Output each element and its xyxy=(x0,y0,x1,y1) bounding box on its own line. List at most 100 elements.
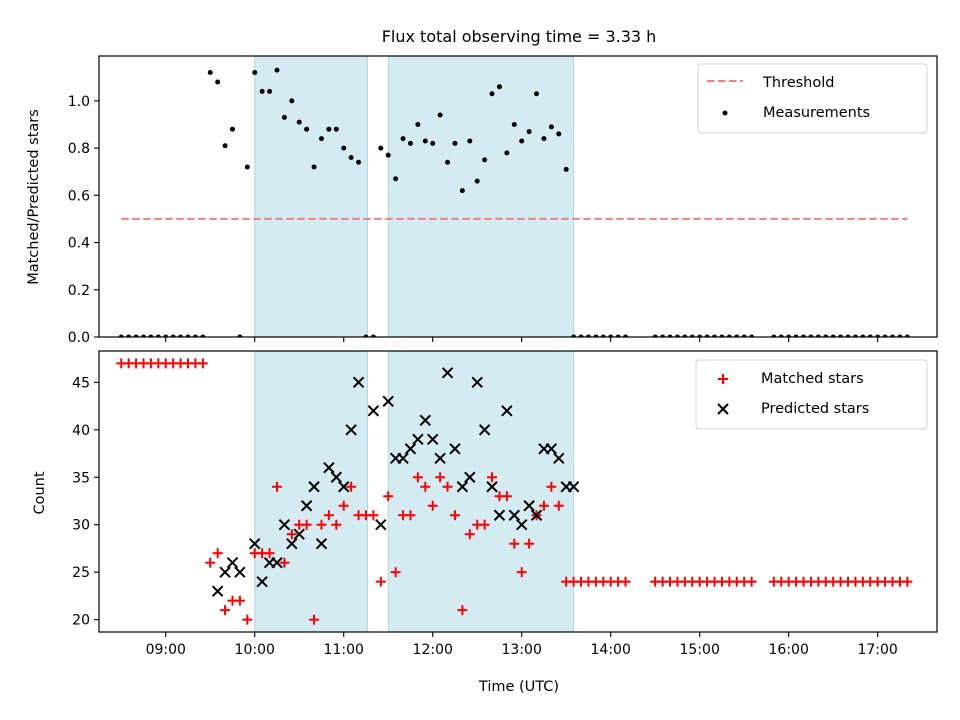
top-measurement-point xyxy=(801,334,807,337)
top-y-tick-label: 0.8 xyxy=(68,141,90,157)
bottom-matched-point xyxy=(212,548,223,559)
top-measurement-point xyxy=(326,126,332,132)
top-panel: 0.0 0.2 0.4 0.6 0.8 1.0 Threshold Measurements xyxy=(68,55,938,346)
top-measurement-point xyxy=(852,334,858,337)
bottom-predicted-point xyxy=(382,395,394,408)
bottom-matched-point xyxy=(405,510,416,521)
x-marker-b xyxy=(271,556,283,569)
top-measurement-point xyxy=(689,334,695,337)
top-measurement-point xyxy=(229,126,235,132)
top-measurement-point xyxy=(511,121,517,127)
top-measurement-point xyxy=(289,98,295,104)
top-measurement-point xyxy=(778,334,784,337)
bottom-matched-point xyxy=(323,510,334,521)
x-marker-b xyxy=(471,376,483,389)
bottom-x-tick-label: 12:00 xyxy=(413,642,453,658)
top-measurement-point xyxy=(860,334,866,337)
bottom-predicted-point xyxy=(300,500,313,512)
x-marker-b xyxy=(375,519,387,531)
top-measurement-point xyxy=(519,138,525,144)
bottom-legend-label: Predicted stars xyxy=(761,401,869,417)
top-measurement-point xyxy=(178,334,184,337)
top-measurement-point xyxy=(786,334,792,337)
bottom-predicted-point xyxy=(501,405,513,417)
x-marker-b xyxy=(478,424,491,436)
bottom-predicted-point xyxy=(553,452,565,464)
bottom-matched-point xyxy=(420,481,431,492)
top-measurement-point xyxy=(741,334,747,337)
bottom-matched-point xyxy=(264,548,275,559)
bottom-matched-point xyxy=(316,519,327,530)
bottom-predicted-point xyxy=(530,509,543,521)
bottom-panel: 20 25 30 35 40 45 09:00 10:00 11:00 12:00 13:00 14:… xyxy=(72,350,938,658)
top-measurement-point xyxy=(341,145,347,151)
bottom-predicted-point xyxy=(226,556,239,569)
top-measurement-point xyxy=(163,334,169,337)
bottom-x-tick-label: 13:00 xyxy=(502,642,542,658)
bottom-matched-point xyxy=(338,500,349,511)
bottom-plot-area xyxy=(116,351,913,632)
top-measurement-point xyxy=(356,159,362,165)
x-marker-b xyxy=(323,462,335,474)
bottom-matched-point xyxy=(279,557,290,568)
top-measurement-point xyxy=(875,334,881,337)
x-marker-b xyxy=(367,405,380,417)
top-measurement-point xyxy=(393,176,399,182)
top-measurement-point xyxy=(452,140,458,146)
top-measurement-point xyxy=(215,79,221,85)
top-y-tick-label: 0.2 xyxy=(68,283,90,299)
top-measurement-point xyxy=(140,334,146,337)
top-observing-band-2 xyxy=(387,56,575,337)
bottom-matched-point xyxy=(435,472,446,483)
bottom-x-tick-label: 09:00 xyxy=(146,642,186,658)
top-measurement-point xyxy=(407,140,413,146)
bottom-matched-point xyxy=(220,605,231,616)
top-measurement-point xyxy=(548,124,554,130)
x-marker-b xyxy=(278,519,291,531)
bottom-predicted-point xyxy=(286,538,298,550)
bottom-predicted-point xyxy=(211,585,224,597)
bottom-matched-point xyxy=(479,519,490,530)
top-axes-frame xyxy=(98,55,938,338)
bottom-matched-point xyxy=(442,481,453,492)
top-measurement-point xyxy=(793,334,799,337)
top-measurement-point xyxy=(674,334,680,337)
bottom-predicted-point xyxy=(471,376,483,389)
top-measurement-point xyxy=(222,143,228,149)
bottom-predicted-point xyxy=(293,528,305,540)
x-marker-b xyxy=(427,433,439,445)
bottom-predicted-point xyxy=(330,471,343,483)
x-marker-b xyxy=(516,519,528,531)
bottom-matched-point xyxy=(524,538,535,549)
bottom-matched-point xyxy=(346,481,357,492)
top-measurement-point xyxy=(504,150,510,156)
bottom-predicted-point xyxy=(427,433,439,445)
x-marker-b xyxy=(464,471,476,483)
top-y-axis-label: Matched/Predicted stars xyxy=(26,109,42,285)
bottom-predicted-point xyxy=(412,433,424,445)
bottom-predicted-point xyxy=(464,471,476,483)
x-marker-b xyxy=(293,528,305,540)
x-marker-b xyxy=(226,556,239,569)
bottom-matched-point xyxy=(383,491,394,502)
x-marker-b xyxy=(501,405,513,417)
bottom-matched-point xyxy=(746,576,757,587)
top-measurement-point xyxy=(845,334,851,337)
top-measurement-point xyxy=(430,140,436,146)
x-marker-b xyxy=(211,585,224,597)
bottom-observing-band-2 xyxy=(387,351,575,632)
top-measurement-point xyxy=(652,334,658,337)
bottom-matched-point xyxy=(501,491,512,502)
bottom-predicted-point xyxy=(478,424,491,436)
top-measurement-point xyxy=(712,334,718,337)
bottom-predicted-point xyxy=(278,519,291,531)
top-measurement-point xyxy=(719,334,725,337)
top-measurement-point xyxy=(296,119,302,125)
top-legend-key-measurements xyxy=(722,110,728,116)
bottom-x-tick-label: 17:00 xyxy=(857,642,897,658)
top-measurement-point xyxy=(823,334,829,337)
x-marker-b xyxy=(219,566,231,578)
top-measurement-point xyxy=(667,334,673,337)
top-measurement-point xyxy=(704,334,710,337)
